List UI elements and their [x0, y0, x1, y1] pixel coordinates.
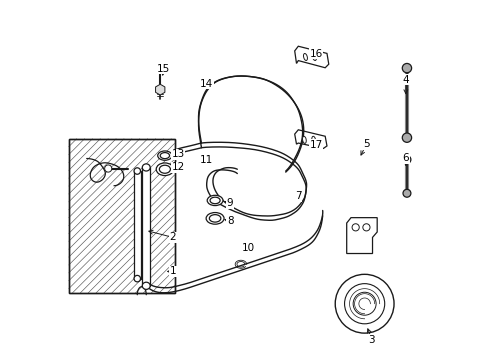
- Circle shape: [104, 165, 112, 172]
- Ellipse shape: [206, 212, 224, 224]
- Ellipse shape: [134, 168, 140, 174]
- Text: 12: 12: [171, 162, 184, 172]
- Circle shape: [352, 292, 375, 315]
- Text: 10: 10: [241, 243, 254, 253]
- Text: 6: 6: [402, 153, 408, 163]
- Bar: [69, 139, 174, 293]
- Text: 5: 5: [363, 139, 369, 149]
- Ellipse shape: [142, 164, 150, 171]
- Text: 14: 14: [200, 79, 213, 89]
- Ellipse shape: [311, 136, 315, 143]
- Ellipse shape: [142, 282, 150, 289]
- Circle shape: [351, 224, 359, 231]
- Bar: [142, 167, 150, 286]
- Text: 11: 11: [200, 155, 213, 165]
- Ellipse shape: [134, 275, 140, 282]
- Text: 16: 16: [309, 49, 322, 59]
- Ellipse shape: [160, 153, 169, 159]
- Circle shape: [402, 63, 411, 73]
- Circle shape: [344, 284, 384, 324]
- Text: 3: 3: [368, 334, 374, 345]
- Text: 4: 4: [402, 75, 408, 85]
- Text: 13: 13: [171, 149, 184, 159]
- Ellipse shape: [158, 151, 172, 160]
- Text: 17: 17: [309, 140, 322, 150]
- Polygon shape: [155, 84, 164, 95]
- Circle shape: [158, 67, 163, 72]
- Ellipse shape: [209, 215, 221, 222]
- Bar: [134, 171, 140, 279]
- Circle shape: [402, 189, 410, 197]
- Ellipse shape: [302, 136, 305, 143]
- Text: 15: 15: [157, 64, 170, 74]
- Ellipse shape: [156, 163, 173, 176]
- Bar: [69, 139, 174, 293]
- Text: 9: 9: [226, 198, 233, 208]
- Text: 7: 7: [294, 191, 301, 201]
- Text: 2: 2: [169, 232, 176, 242]
- Ellipse shape: [159, 165, 170, 173]
- Text: 8: 8: [226, 216, 233, 226]
- Circle shape: [402, 133, 411, 142]
- Ellipse shape: [210, 197, 220, 204]
- Text: 1: 1: [169, 266, 176, 276]
- Ellipse shape: [312, 54, 316, 60]
- Ellipse shape: [207, 195, 223, 206]
- Circle shape: [362, 224, 369, 231]
- Ellipse shape: [303, 54, 307, 60]
- Circle shape: [402, 156, 410, 163]
- Circle shape: [335, 274, 393, 333]
